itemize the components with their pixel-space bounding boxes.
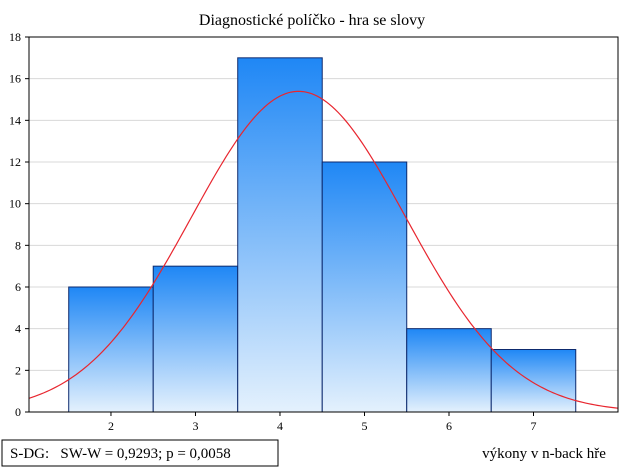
bar-5	[321, 161, 408, 413]
y-tick-label: 0	[15, 405, 21, 419]
y-tick-label: 12	[9, 155, 21, 169]
x-tick-label: 3	[192, 419, 198, 433]
x-tick-label: 6	[446, 419, 452, 433]
stats-text: S-DG: SW-W = 0,9293; p = 0,0058	[10, 446, 231, 462]
bar-4	[237, 57, 323, 413]
x-tick-label: 4	[277, 419, 283, 433]
bar-6	[406, 328, 492, 413]
normal-curve	[29, 90, 618, 409]
y-tick-label: 18	[9, 30, 21, 44]
y-tick-label: 2	[15, 363, 21, 377]
y-tick-label: 6	[15, 280, 21, 294]
plot-frame	[28, 36, 619, 413]
y-axis-ticks: 0 2 4 6 8 10 12 14 16 18	[9, 30, 29, 419]
y-tick-label: 16	[9, 72, 21, 86]
bar-3	[152, 265, 239, 413]
stats-box	[1, 439, 279, 467]
y-tick-label: 4	[15, 322, 21, 336]
bars	[68, 57, 577, 413]
x-axis-ticks: 2 3 4 5 6 7	[108, 412, 536, 433]
x-axis-label: výkony v n-back hře	[482, 446, 606, 462]
bar-2	[68, 286, 154, 413]
bar-7	[490, 349, 577, 413]
y-tick-label: 10	[9, 197, 21, 211]
y-tick-label: 8	[15, 238, 21, 252]
x-tick-label: 7	[530, 419, 536, 433]
y-tick-label: 14	[9, 113, 21, 127]
x-tick-label: 5	[361, 419, 367, 433]
chart-title: Diagnostické políčko - hra se slovy	[199, 12, 425, 29]
x-tick-label: 2	[108, 419, 114, 433]
